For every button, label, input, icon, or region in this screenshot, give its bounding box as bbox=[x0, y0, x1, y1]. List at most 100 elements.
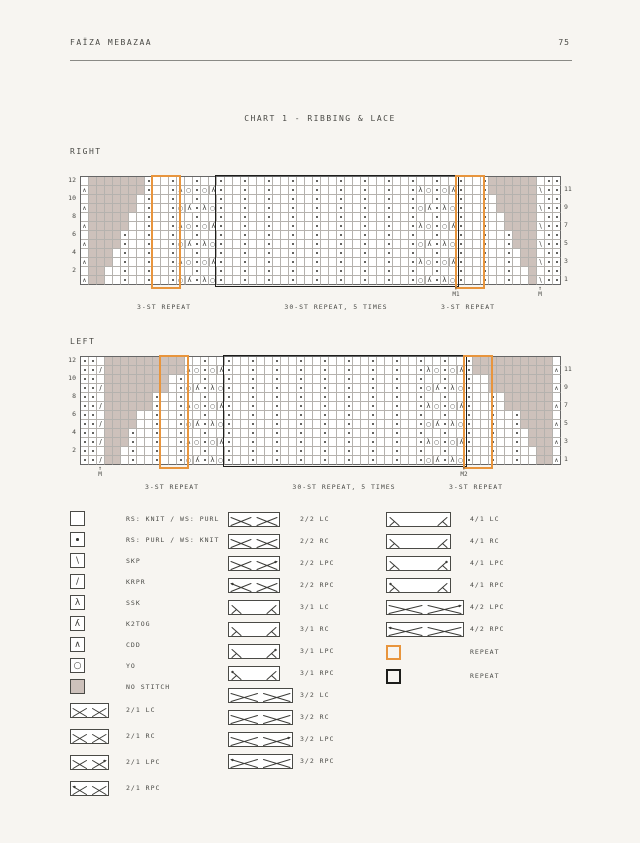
knit-cell bbox=[377, 402, 385, 411]
purl-cell bbox=[241, 276, 249, 285]
purl-cell bbox=[545, 177, 553, 186]
blank-icon bbox=[70, 511, 85, 526]
knit-cell bbox=[345, 204, 353, 213]
no-stitch-cell bbox=[129, 420, 137, 429]
purl-cell bbox=[289, 186, 297, 195]
no-stitch-cell bbox=[121, 375, 129, 384]
purl-cell bbox=[225, 402, 233, 411]
knit-cell bbox=[265, 447, 273, 456]
legend-label: REPEAT bbox=[470, 648, 500, 656]
knit-cell bbox=[113, 276, 121, 285]
knit-cell bbox=[169, 402, 177, 411]
knit-cell bbox=[425, 195, 433, 204]
yo-icon: ○ bbox=[193, 438, 201, 447]
knit-cell bbox=[193, 411, 201, 420]
k2tog-icon: λ bbox=[217, 438, 225, 447]
purl-cell bbox=[297, 384, 305, 393]
k2tog-icon: λ bbox=[209, 258, 217, 267]
knit-cell bbox=[185, 375, 193, 384]
purl-cell bbox=[457, 177, 465, 186]
knit-cell bbox=[273, 267, 281, 276]
knit-cell bbox=[225, 177, 233, 186]
knit-cell bbox=[361, 420, 369, 429]
knit-cell bbox=[457, 447, 465, 456]
legend-label: 2/2 LPC bbox=[300, 559, 335, 567]
purl-cell bbox=[321, 366, 329, 375]
no-stitch-cell bbox=[121, 438, 129, 447]
knit-cell bbox=[241, 429, 249, 438]
marker-label: M bbox=[538, 291, 542, 298]
knit-cell bbox=[113, 258, 121, 267]
legend-item: / KRPR bbox=[70, 571, 219, 592]
purl-cell bbox=[273, 402, 281, 411]
knit-cell bbox=[473, 420, 481, 429]
knit-cell bbox=[241, 357, 249, 366]
knit-cell bbox=[137, 276, 145, 285]
purl-cell bbox=[465, 384, 473, 393]
purl-cell bbox=[177, 375, 185, 384]
no-stitch-cell bbox=[537, 375, 545, 384]
knit-cell bbox=[481, 456, 489, 465]
knit-cell bbox=[209, 249, 217, 258]
ssk-icon: λ bbox=[449, 384, 457, 393]
knit-cell bbox=[233, 222, 241, 231]
knit-cell bbox=[361, 366, 369, 375]
knit-cell bbox=[161, 249, 169, 258]
yo-icon: ○ bbox=[217, 384, 225, 393]
knit-cell bbox=[497, 438, 505, 447]
purl-cell bbox=[545, 231, 553, 240]
knit-cell bbox=[209, 393, 217, 402]
knit-cell bbox=[377, 393, 385, 402]
purl-cell bbox=[457, 267, 465, 276]
knit-cell bbox=[201, 267, 209, 276]
purl-cell bbox=[313, 213, 321, 222]
knit-cell bbox=[393, 240, 401, 249]
purl-cell bbox=[465, 438, 473, 447]
purl-cell bbox=[273, 375, 281, 384]
knit-cell bbox=[241, 402, 249, 411]
knit-cell bbox=[401, 393, 409, 402]
knit-cell bbox=[513, 249, 521, 258]
cable-4-1-rc-icon bbox=[386, 533, 451, 549]
no-stitch-cell bbox=[105, 438, 113, 447]
purl-cell bbox=[273, 411, 281, 420]
knit-cell bbox=[401, 177, 409, 186]
knit-cell bbox=[553, 375, 561, 384]
knit-cell bbox=[473, 249, 481, 258]
knit-cell bbox=[273, 222, 281, 231]
knit-cell bbox=[361, 402, 369, 411]
no-stitch-cell bbox=[113, 231, 121, 240]
knit-cell bbox=[489, 267, 497, 276]
no-stitch-cell bbox=[513, 195, 521, 204]
purl-cell bbox=[433, 177, 441, 186]
purl-cell bbox=[241, 231, 249, 240]
purl-cell bbox=[321, 384, 329, 393]
purl-cell bbox=[417, 429, 425, 438]
legend-label: 4/1 LPC bbox=[470, 559, 505, 567]
knit-cell bbox=[161, 186, 169, 195]
purl-cell bbox=[153, 438, 161, 447]
knit-cell bbox=[289, 456, 297, 465]
purl-cell bbox=[289, 231, 297, 240]
knit-cell bbox=[137, 249, 145, 258]
legend-item: 2/1 RC bbox=[70, 723, 219, 749]
knit-cell bbox=[273, 195, 281, 204]
cable-3-2-lc-icon-wrap bbox=[228, 687, 300, 703]
knit-cell bbox=[329, 420, 337, 429]
legend-label: K2TOG bbox=[126, 619, 151, 628]
knit-cell bbox=[241, 456, 249, 465]
knit-cell bbox=[265, 402, 273, 411]
no-stitch-cell bbox=[505, 384, 513, 393]
knit-cell bbox=[129, 213, 137, 222]
knit-cell bbox=[329, 204, 337, 213]
purl-cell bbox=[321, 456, 329, 465]
no-stitch-cell bbox=[513, 222, 521, 231]
skp-icon: \ bbox=[537, 240, 545, 249]
no-stitch-cell bbox=[129, 411, 137, 420]
knit-cell bbox=[329, 393, 337, 402]
purl-cell bbox=[553, 267, 561, 276]
purl-cell bbox=[441, 357, 449, 366]
page-number: 75 bbox=[558, 38, 570, 47]
cdd-icon: ∧ bbox=[81, 276, 89, 285]
no-stitch-cell bbox=[505, 204, 513, 213]
